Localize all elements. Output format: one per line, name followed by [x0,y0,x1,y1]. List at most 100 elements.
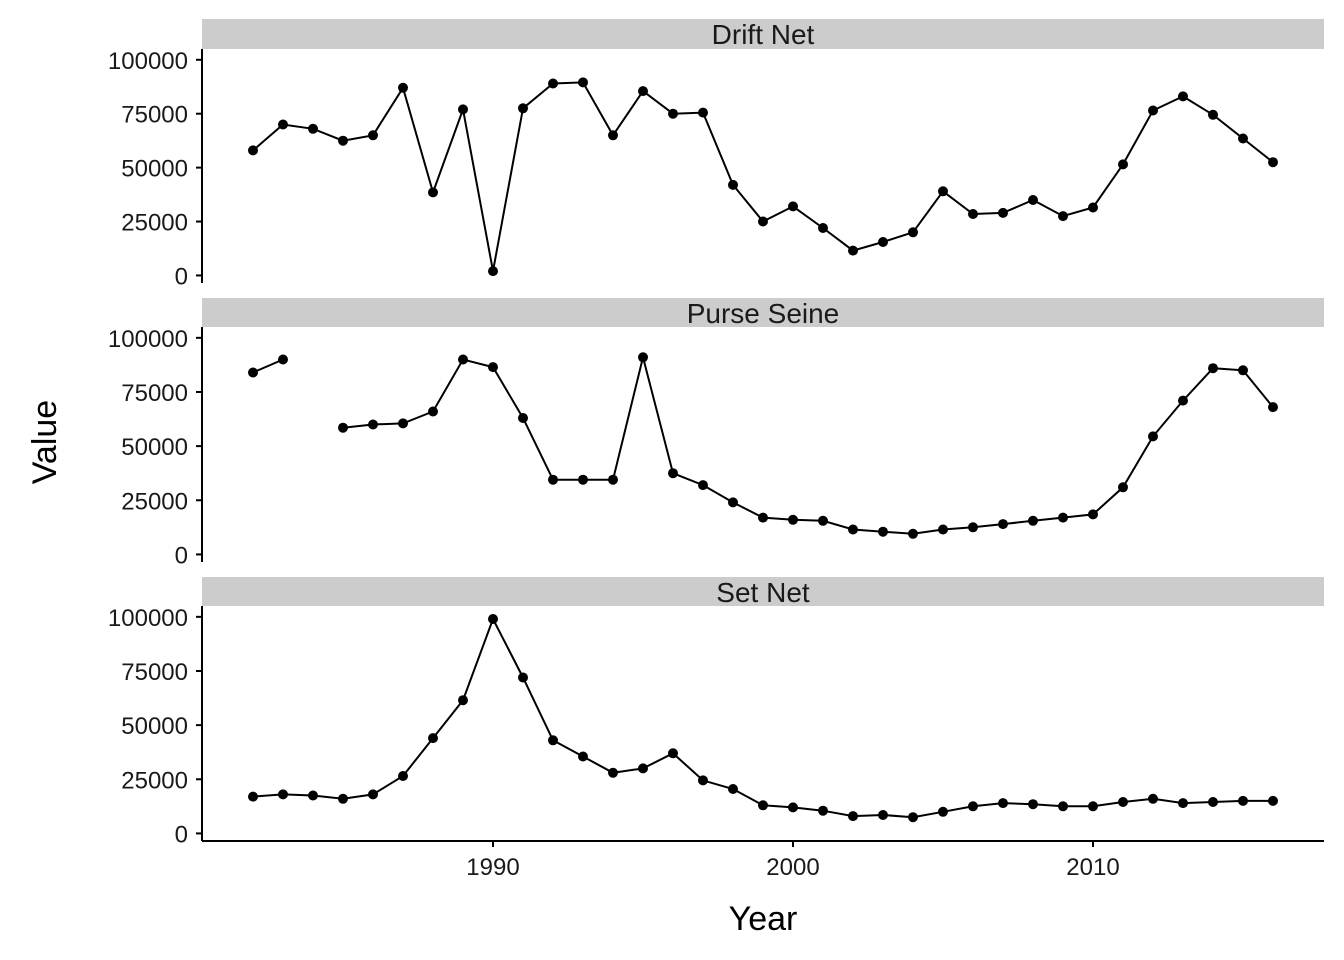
data-point [1178,798,1188,809]
data-point [578,751,588,762]
data-point [548,474,558,485]
data-point [1208,363,1218,374]
data-point [428,406,438,417]
data-point [758,800,768,811]
data-point [278,354,288,365]
data-point [968,522,978,533]
x-axis: 1990 2000 2010 [202,840,1324,881]
data-point [998,798,1008,809]
data-point [848,524,858,535]
data-point [1148,793,1158,804]
data-point [548,735,558,746]
data-point [998,519,1008,530]
data-point [638,352,648,363]
data-point [638,86,648,97]
data-point [788,802,798,813]
data-point [458,354,468,365]
x-tick-label: 2010 [1066,854,1119,881]
data-point [368,789,378,800]
data-point [488,362,498,373]
data-point [758,512,768,523]
data-point [968,209,978,219]
facet-strip [202,577,1324,606]
data-point [1178,91,1188,102]
data-point [608,474,618,485]
data-point [308,790,318,801]
y-tick-label: 75000 [121,102,188,129]
data-point [338,135,348,146]
data-point [458,695,468,706]
data-point [1118,482,1128,493]
data-point [1208,797,1218,807]
data-point [998,207,1008,218]
data-point [1058,512,1068,523]
data-point [308,123,318,134]
y-tick-label: 100000 [108,605,188,632]
data-point [728,179,738,190]
y-tick-label: 50000 [121,156,188,183]
data-point [488,266,498,277]
data-point [1088,801,1098,812]
data-point [1268,157,1278,168]
facet-strip-label: Drift Net [712,19,815,50]
data-point [818,515,828,526]
data-point [818,223,828,233]
data-point [908,528,918,539]
data-point [578,474,588,485]
data-point [1118,797,1128,807]
y-tick-label: 25000 [121,767,188,794]
data-point [1268,402,1278,413]
data-point [668,468,678,479]
data-point [518,103,528,114]
data-point [368,419,378,430]
data-point [848,245,858,256]
data-point [398,771,408,781]
data-point [698,480,708,491]
x-tick-label: 2000 [766,854,819,881]
data-point [1148,431,1158,442]
data-point [488,614,498,624]
data-point [278,789,288,800]
data-point [248,791,258,802]
data-point [938,524,948,535]
data-point [698,107,708,118]
series-line [252,81,1274,272]
data-point [428,187,438,198]
data-point [428,733,438,744]
panel-set-net: Set Net 0 25000 50000 75000 100000 [108,577,1324,848]
data-point [698,775,708,786]
data-point [1118,159,1128,170]
data-point [1058,801,1068,812]
data-point [338,422,348,433]
data-point [1238,365,1248,376]
data-point [1178,395,1188,406]
y-tick-label: 0 [175,263,188,290]
y-tick-label: 25000 [121,488,188,515]
data-point [938,806,948,817]
data-point [938,186,948,197]
facet-strip [202,298,1324,327]
data-point [1148,105,1158,116]
y-tick-label: 50000 [121,713,188,740]
data-point [818,805,828,816]
data-point [518,413,528,423]
data-point [1028,195,1038,205]
y-tick-label: 75000 [121,659,188,686]
series-line [252,616,1273,819]
data-point [608,130,618,141]
data-point [1088,509,1098,520]
y-tick-label: 100000 [108,48,188,75]
data-point [728,497,738,508]
y-tick-label: 50000 [121,434,188,461]
data-point [908,812,918,823]
data-point [1238,133,1248,144]
facet-strip-label: Set Net [716,577,810,608]
data-point [578,77,588,88]
data-point [788,201,798,212]
data-point [758,216,768,227]
data-point [878,526,888,537]
data-point [878,810,888,820]
data-point [1208,109,1218,120]
data-point [1238,795,1248,806]
